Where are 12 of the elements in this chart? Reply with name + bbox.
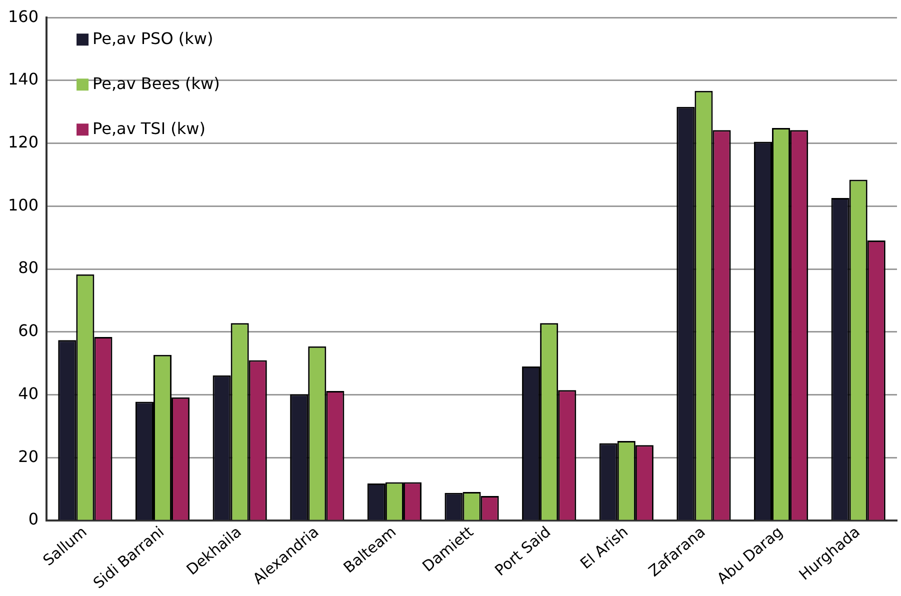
- legend-label: Pe,av TSI (kw): [92, 118, 206, 138]
- legend-label: Pe,av Bees (kw): [92, 74, 220, 93]
- y-tick-label: 140: [8, 70, 39, 89]
- y-tick-label: 0: [28, 510, 39, 529]
- y-tick-label: 60: [18, 321, 39, 340]
- y-tick-label: 100: [8, 195, 39, 214]
- y-tick-label: 80: [18, 258, 39, 278]
- y-tick-label: 120: [8, 132, 39, 152]
- y-tick-label: 160: [8, 6, 39, 26]
- y-tick-label: 20: [18, 446, 39, 466]
- y-tick-label: 40: [18, 384, 39, 403]
- legend-label: Pe,av PSO (kw): [92, 28, 214, 48]
